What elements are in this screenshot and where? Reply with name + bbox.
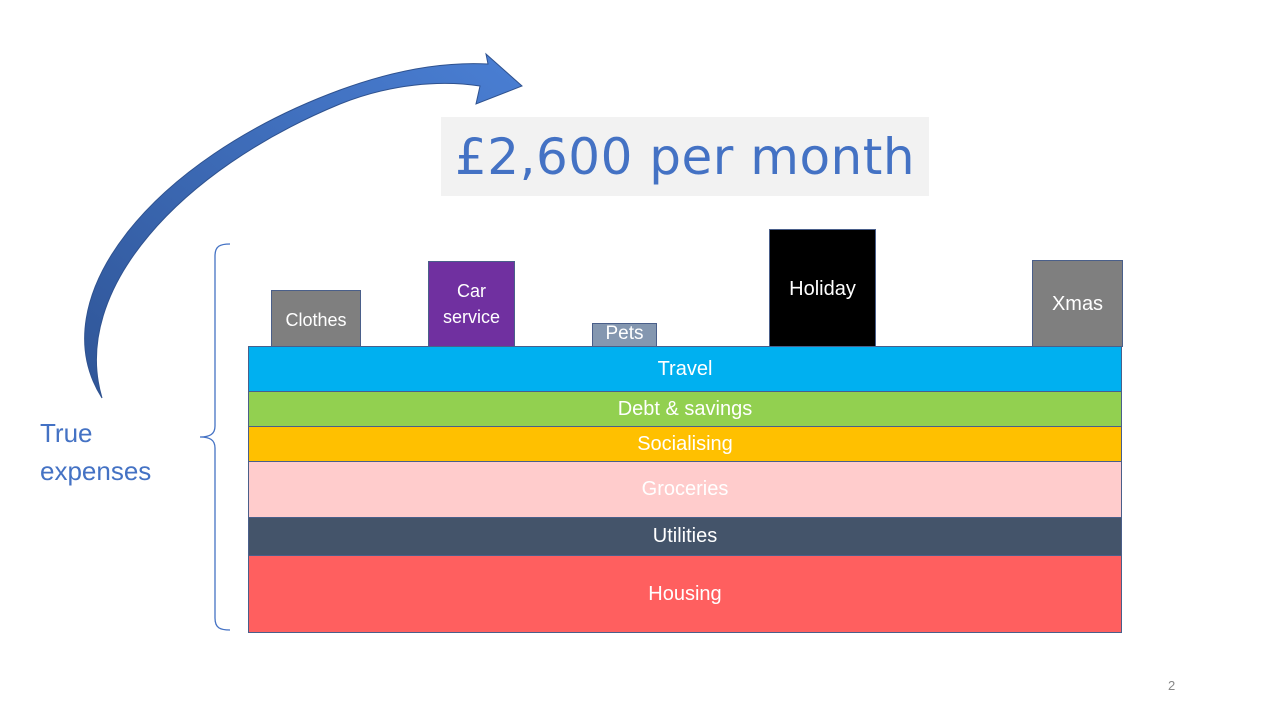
layer-socialising: Socialising (248, 426, 1122, 462)
block-clothes-label: Clothes (285, 309, 347, 330)
layer-groceries: Groceries (248, 461, 1122, 518)
block-clothes: Clothes (271, 290, 361, 347)
layer-travel-label: Travel (657, 357, 713, 380)
block-car-service-line2: service (442, 307, 500, 327)
true-expenses-line2: expenses (40, 456, 152, 486)
layer-utilities: Utilities (248, 517, 1122, 556)
block-car-service: Car service (428, 261, 515, 347)
page-number: 2 (1168, 678, 1176, 693)
curly-brace-icon (199, 243, 231, 631)
block-pets: Pets (592, 323, 657, 347)
layer-debt-savings: Debt & savings (248, 391, 1122, 427)
block-holiday-label: Holiday (789, 278, 856, 300)
block-xmas-label: Xmas (1051, 293, 1104, 315)
block-pets-label: Pets (605, 323, 644, 344)
block-car-service-line1: Car (456, 281, 486, 301)
layer-debt-savings-label: Debt & savings (617, 397, 753, 420)
title-box: £2,600 per month (441, 117, 929, 196)
layer-utilities-label: Utilities (652, 525, 718, 547)
layer-housing: Housing (248, 555, 1122, 633)
page-title: £2,600 per month (454, 127, 916, 186)
layer-travel: Travel (248, 346, 1122, 392)
true-expenses-line1: True (40, 418, 93, 448)
layer-groceries-label: Groceries (641, 478, 729, 500)
true-expenses-label: True expenses (40, 414, 190, 490)
block-holiday: Holiday (769, 229, 876, 347)
layer-socialising-label: Socialising (637, 432, 733, 455)
layer-housing-label: Housing (648, 582, 722, 605)
block-xmas: Xmas (1032, 260, 1123, 347)
